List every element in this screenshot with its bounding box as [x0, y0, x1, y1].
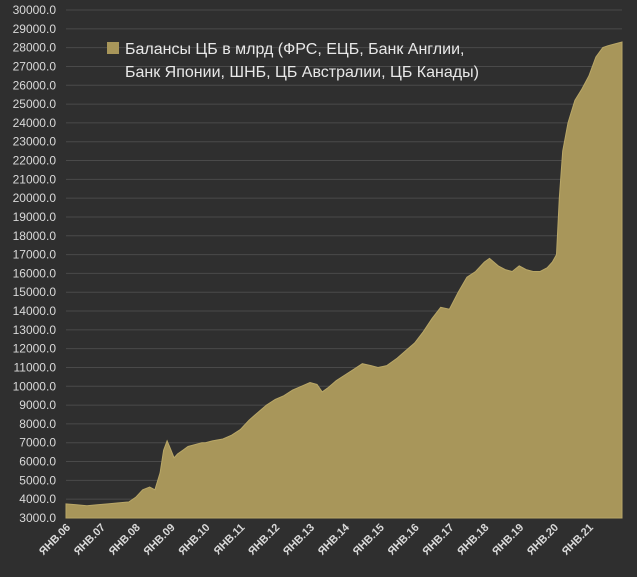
y-tick-label: 13000.0 [13, 323, 57, 337]
x-tick-label: ЯНВ.08 [107, 522, 143, 558]
y-tick-label: 5000.0 [19, 473, 56, 487]
y-tick-label: 22000.0 [13, 154, 57, 168]
y-tick-label: 21000.0 [13, 172, 57, 186]
x-tick-label: ЯНВ.07 [72, 522, 108, 558]
y-tick-label: 9000.0 [19, 398, 56, 412]
y-tick-label: 18000.0 [13, 229, 57, 243]
y-tick-label: 16000.0 [13, 266, 57, 280]
legend-swatch [107, 42, 119, 54]
x-tick-label: ЯНВ.19 [490, 522, 526, 558]
y-tick-label: 20000.0 [13, 191, 57, 205]
x-tick-label: ЯНВ.09 [142, 522, 178, 558]
y-tick-label: 19000.0 [13, 210, 57, 224]
y-tick-label: 7000.0 [19, 436, 56, 450]
y-tick-label: 26000.0 [13, 78, 57, 92]
x-tick-label: ЯНВ.12 [246, 522, 282, 558]
y-tick-label: 4000.0 [19, 492, 56, 506]
series-area [65, 41, 623, 519]
y-tick-label: 23000.0 [13, 135, 57, 149]
x-tick-label: ЯНВ.13 [281, 522, 317, 558]
x-tick-label: ЯНВ.06 [37, 522, 73, 558]
plot-area [65, 41, 623, 519]
legend-label-line2: Банк Японии, ШНБ, ЦБ Австралии, ЦБ Канад… [125, 64, 479, 81]
y-tick-label: 30000.0 [13, 3, 57, 17]
y-tick-label: 14000.0 [13, 304, 57, 318]
y-tick-label: 15000.0 [13, 285, 57, 299]
y-tick-label: 29000.0 [13, 22, 57, 36]
y-tick-label: 27000.0 [13, 59, 57, 73]
y-tick-label: 8000.0 [19, 417, 56, 431]
x-tick-label: ЯНВ.21 [560, 522, 596, 558]
x-tick-label: ЯНВ.14 [316, 521, 353, 558]
y-tick-label: 10000.0 [13, 379, 57, 393]
x-tick-label: ЯНВ.11 [212, 522, 248, 558]
x-tick-label: ЯНВ.20 [525, 522, 561, 558]
y-axis: 3000.0 4000.0 5000.0 6000.0 7000.0 8000.0 9000… [13, 3, 57, 525]
y-tick-label: 25000.0 [13, 97, 57, 111]
y-tick-label: 3000.0 [19, 511, 56, 525]
x-tick-label: ЯНВ.17 [420, 522, 456, 558]
x-tick-label: ЯНВ.18 [455, 522, 491, 558]
x-tick-label: ЯНВ.16 [386, 522, 422, 558]
legend: Балансы ЦБ в млрд (ФРС, ЕЦБ, Банк Англии… [107, 41, 479, 81]
y-tick-label: 11000.0 [14, 360, 57, 374]
y-tick-label: 17000.0 [13, 248, 57, 262]
y-tick-label: 12000.0 [13, 342, 57, 356]
x-tick-label: ЯНВ.15 [351, 522, 387, 558]
y-tick-label: 28000.0 [13, 41, 57, 55]
y-tick-label: 24000.0 [13, 116, 57, 130]
y-tick-label: 6000.0 [19, 455, 56, 469]
legend-label-line1: Балансы ЦБ в млрд (ФРС, ЕЦБ, Банк Англии… [125, 41, 464, 58]
x-tick-label: ЯНВ.10 [176, 522, 212, 558]
